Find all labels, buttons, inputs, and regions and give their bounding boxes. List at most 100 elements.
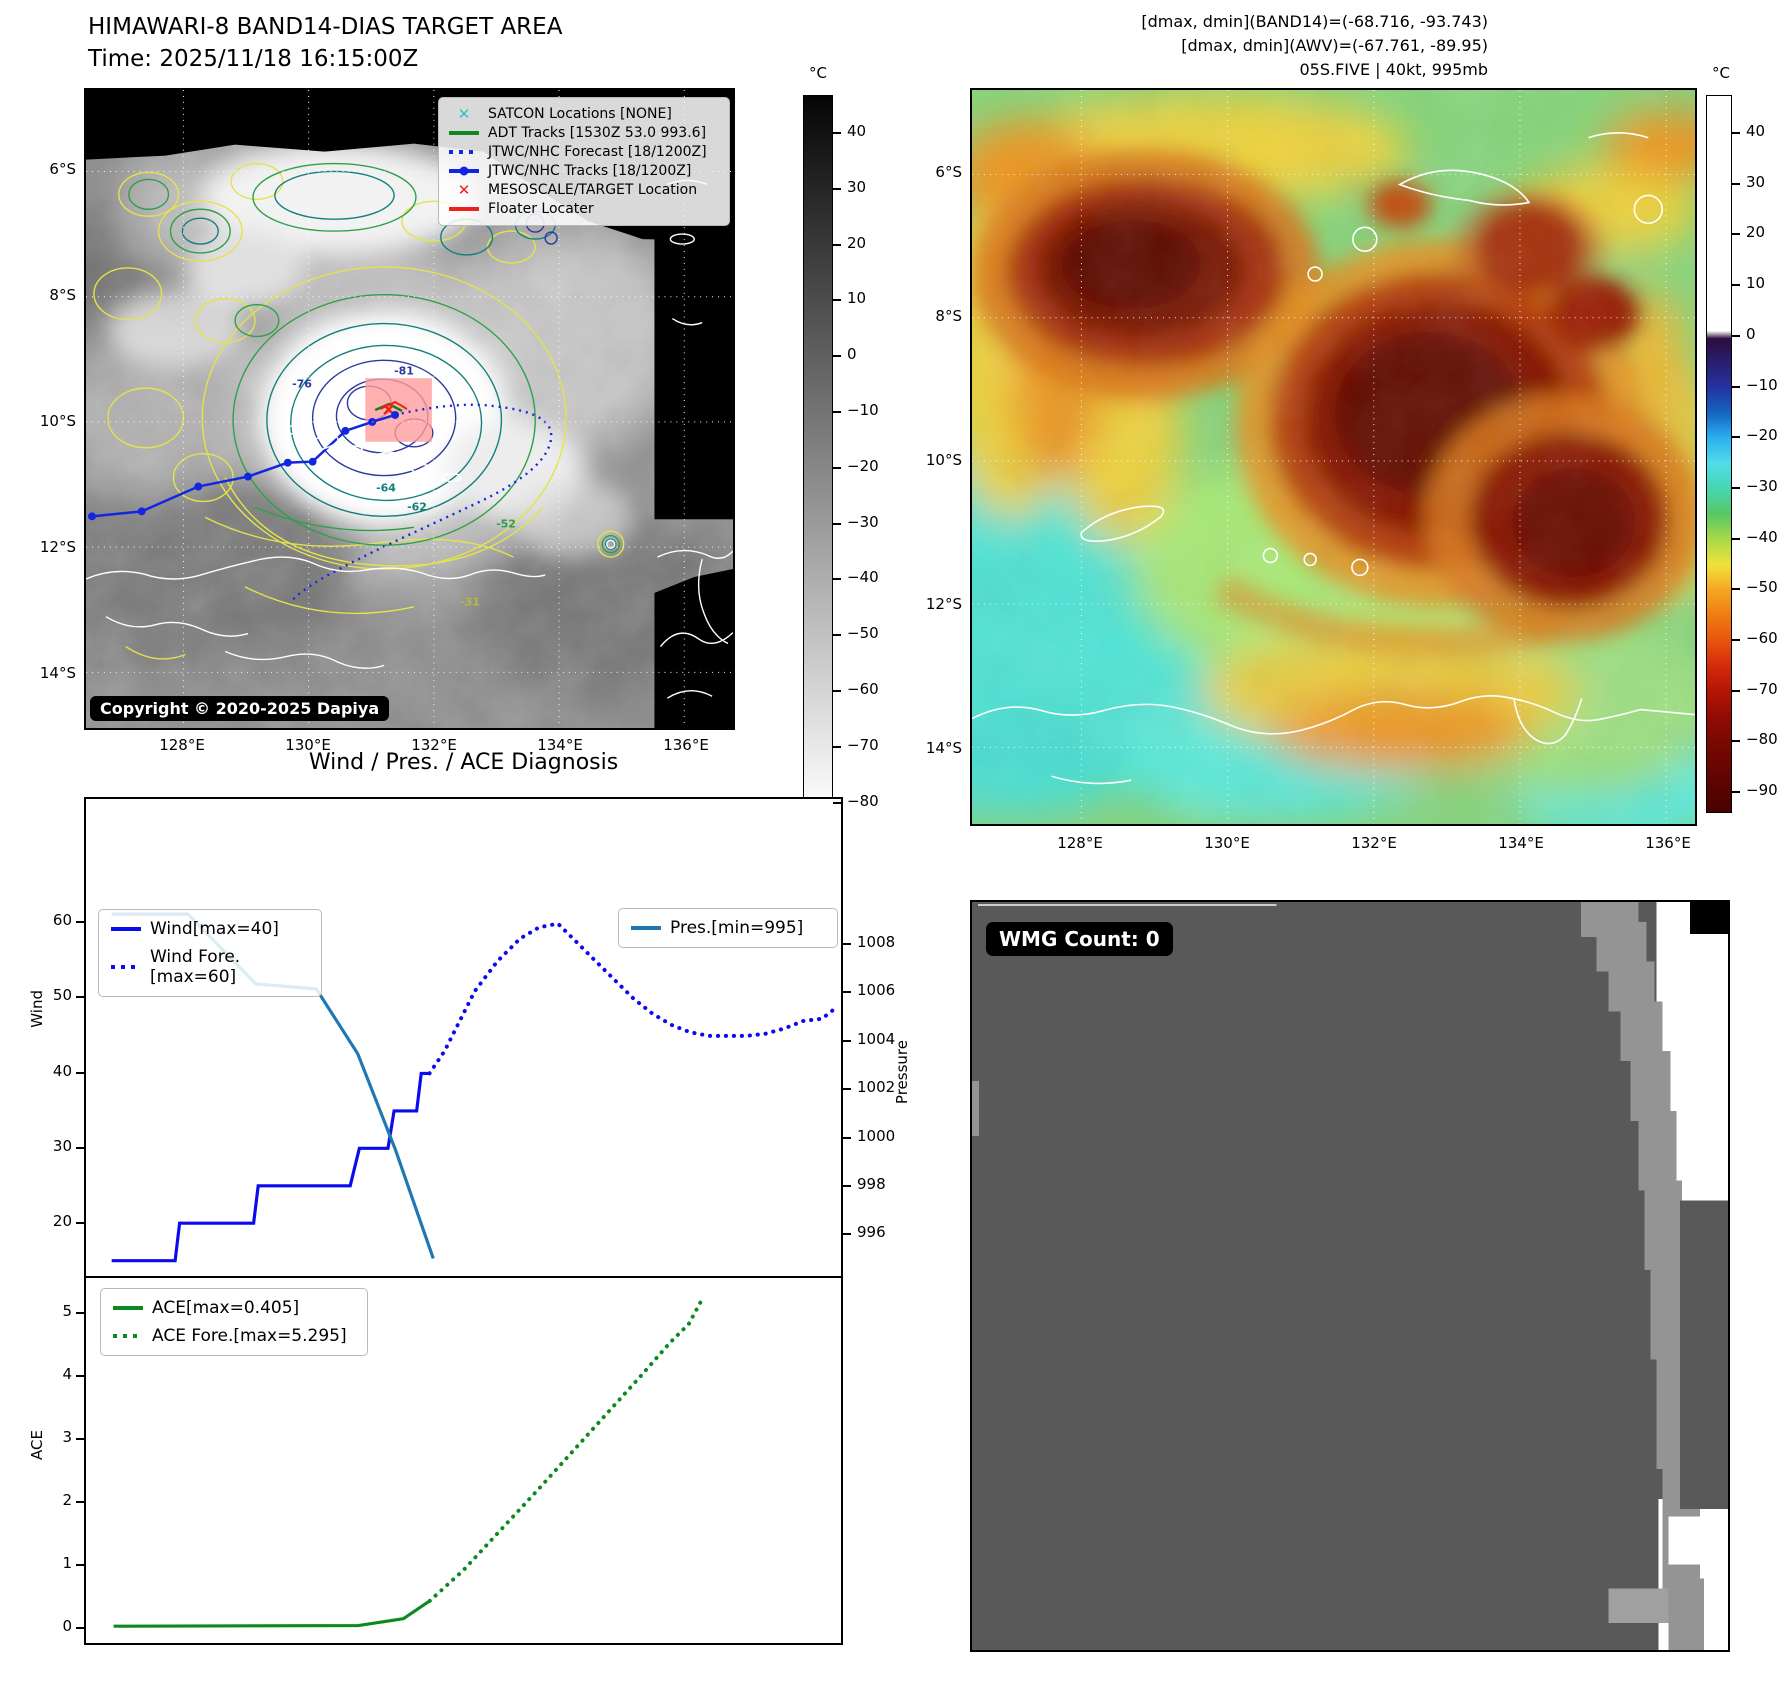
pressure-ytick-mark	[843, 1039, 851, 1042]
colorbar-tick-label: −30	[1746, 476, 1778, 495]
colorbar-tick-mark	[1732, 740, 1740, 743]
colorbar-tick-label: 10	[847, 289, 867, 308]
legend-item: ACE[max=0.405]	[113, 1298, 355, 1318]
colorbar-tick-mark	[1732, 132, 1740, 134]
legend-item-label: ACE[max=0.405]	[152, 1298, 300, 1318]
colorbar-tick-mark	[1732, 334, 1740, 337]
graticule	[86, 90, 733, 728]
wind-ytick-mark	[76, 1071, 84, 1074]
colorbar-tick-label: −20	[847, 456, 879, 475]
ace-ytick-label: 1	[62, 1554, 72, 1572]
legend-item: Wind[max=40]	[111, 919, 309, 939]
copyright-badge: Copyright © 2020-2025 Dapiya	[90, 696, 390, 721]
legend-item: ADT Tracks [1530Z 53.0 993.6]	[449, 125, 719, 141]
colorbar-tick-mark	[833, 745, 841, 748]
ace-ytick-label: 4	[62, 1365, 72, 1383]
colorbar-tick-mark	[833, 411, 841, 413]
pressure-ytick-mark	[843, 943, 851, 945]
wmg-count-badge: WMG Count: 0	[986, 922, 1173, 956]
legend-item: JTWC/NHC Forecast [18/1200Z]	[449, 144, 719, 160]
lon-tick-label: 136°E	[663, 736, 709, 754]
legend-item: ✕ SATCON Locations [NONE]	[449, 105, 719, 123]
line-swatch	[449, 202, 479, 216]
colorbar-tick-mark	[1732, 284, 1740, 287]
pressure-legend: Pres.[min=995]	[618, 908, 838, 948]
colorbar-tick-mark	[833, 355, 841, 358]
ace-ytick-mark	[76, 1438, 84, 1440]
awv-colorbar-unit: °C	[1712, 64, 1730, 82]
colorbar-tick-label: −50	[847, 624, 879, 643]
wmg-panel: WMG Count: 0	[970, 900, 1730, 1652]
dmax-dmin-band14: [dmax, dmin](BAND14)=(-68.716, -93.743)	[1141, 12, 1488, 31]
legend-item-label: Wind Fore.[max=60]	[150, 947, 241, 987]
colorbar-tick-label: −20	[1746, 426, 1778, 445]
pressure-ytick-label: 998	[857, 1175, 886, 1193]
stats-header: [dmax, dmin](BAND14)=(-68.716, -93.743) …	[1141, 10, 1488, 82]
no-data-bottom-right	[654, 568, 733, 728]
colorbar-tick-mark	[833, 801, 841, 804]
colorbar-tick-label: −60	[1746, 629, 1778, 647]
legend-item: Wind Fore.[max=60]	[111, 947, 309, 987]
legend-item-label: Wind[max=40]	[150, 919, 279, 939]
lon-tick-label: 128°E	[159, 736, 205, 754]
colorbar-tick-mark	[1732, 791, 1740, 794]
contour-label: -52	[496, 517, 516, 531]
colorbar-tick-label: 0	[1746, 324, 1756, 343]
wind-ytick-label: 60	[52, 911, 72, 929]
colorbar-tick-label: 0	[847, 345, 857, 364]
colorbar-tick-mark	[1732, 385, 1740, 388]
wind-ytick-label: 20	[52, 1212, 72, 1231]
coastlines	[86, 179, 733, 699]
line-swatch	[631, 921, 661, 935]
wind-ytick-label: 30	[52, 1136, 72, 1155]
wind-ytick-mark	[76, 996, 84, 999]
contour-set-green	[128, 162, 620, 554]
wind-legend: Wind[max=40] Wind Fore.[max=60]	[98, 909, 322, 997]
contour-label: -64	[376, 481, 396, 495]
lon-tick-label: 130°E	[1204, 834, 1250, 852]
colorbar-tick-mark	[833, 243, 841, 246]
lon-tick-label: 134°E	[1498, 834, 1544, 852]
map-legend: ✕ SATCON Locations [NONE] ADT Tracks [1530…	[438, 97, 730, 226]
colorbar-tick-label: −80	[1746, 730, 1778, 749]
lon-tick-label: 130°E	[285, 736, 331, 754]
pressure-ytick-mark	[843, 991, 851, 994]
contour-label: -62	[407, 500, 427, 514]
colorbar-tick-label: 20	[847, 233, 867, 252]
series-ace-fore-max-5-295-	[427, 1294, 706, 1603]
colorbar-tick-mark	[833, 690, 841, 692]
pressure-ytick-label: 1008	[857, 933, 896, 951]
legend-item: Pres.[min=995]	[631, 918, 825, 938]
jtwc-forecast-track	[288, 403, 553, 604]
series-wind-max-40-	[111, 1071, 430, 1263]
wind-ytick-label: 40	[52, 1061, 72, 1080]
ace-ytick-mark	[76, 1312, 84, 1314]
contour-label: -76	[292, 377, 312, 391]
ace-ytick-label: 3	[62, 1428, 72, 1446]
colorbar-tick-label: −90	[1746, 781, 1778, 800]
lat-tick-label: 8°S	[935, 307, 962, 325]
series-ace-max-0-405-	[113, 1599, 431, 1628]
dotted-swatch	[113, 1329, 143, 1343]
line-swatch	[111, 922, 141, 936]
colorbar-tick-label: −70	[1746, 679, 1778, 698]
band14-satellite-map: ✕ SATCON Locations [NONE] ADT Tracks [1530…	[84, 88, 735, 730]
colorbar-tick-mark	[833, 466, 841, 469]
legend-item-label: ADT Tracks [1530Z 53.0 993.6]	[488, 125, 707, 141]
coastlines	[972, 131, 1695, 785]
wmg-map-art	[972, 902, 1728, 1650]
lat-tick-label: 10°S	[39, 412, 76, 430]
colorbar-tick-label: 20	[1746, 223, 1766, 242]
jtwc-track	[88, 410, 400, 521]
colorbar-tick-mark	[833, 634, 841, 637]
pressure-ytick-label: 1000	[857, 1126, 896, 1145]
timestamp: Time: 2025/11/18 16:15:00Z	[88, 46, 419, 72]
lat-tick-label: 14°S	[39, 664, 76, 682]
wind-ytick-mark	[76, 1146, 84, 1149]
colorbar-tick-label: −60	[847, 680, 879, 698]
lat-tick-label: 10°S	[925, 451, 962, 469]
lat-tick-label: 12°S	[39, 538, 76, 556]
band14-colorbar	[803, 95, 833, 813]
colorbar-tick-mark	[1732, 537, 1740, 540]
line-swatch	[113, 1301, 143, 1315]
